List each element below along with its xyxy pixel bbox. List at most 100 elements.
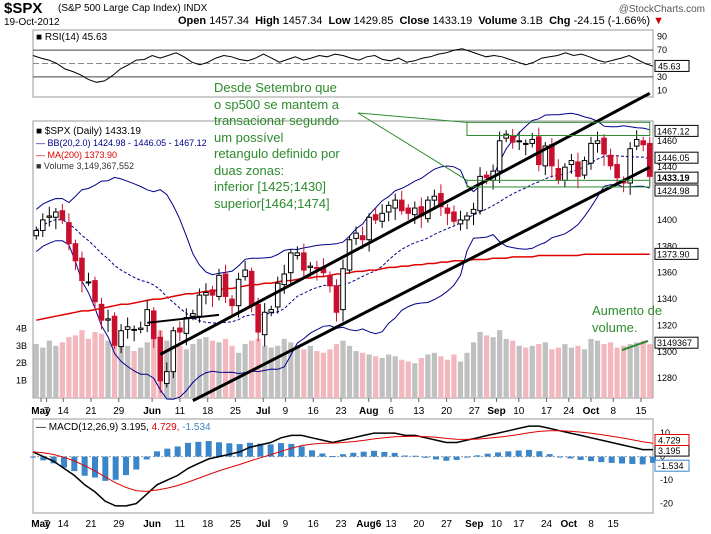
macd-histogram-bar: [381, 451, 388, 457]
macd-histogram-bar: [371, 450, 377, 457]
macd-histogram-bar: [526, 449, 532, 457]
volume-bar: [131, 351, 137, 398]
macd-legend-name: — MACD(12,26,9): [36, 422, 121, 433]
macd-histogram-bar: [629, 456, 636, 465]
down-arrow-icon: ▼: [653, 15, 664, 27]
volume-bar: [111, 335, 118, 398]
macd-histogram-bar: [154, 451, 160, 457]
candle-body: [340, 268, 346, 311]
candle-body: [594, 140, 601, 144]
candle-body: [209, 289, 216, 296]
price-tick-label: 1440: [657, 162, 677, 172]
annotation-main: Desde Setembro que o sp500 se mantem a t…: [214, 80, 340, 212]
price-label-box: [654, 151, 699, 164]
candle-body: [496, 140, 503, 172]
volume-bar: [151, 338, 157, 398]
volume-bar: [222, 338, 229, 398]
volume-bar: [190, 344, 196, 398]
volume-bar: [209, 340, 216, 398]
volume-bar: [340, 340, 346, 398]
candle-body: [601, 137, 607, 155]
candle-body: [555, 167, 562, 181]
annotation-pointer: [357, 112, 468, 181]
volume-bar: [275, 345, 281, 398]
price-x-label: 29: [113, 406, 125, 417]
macd-x-label: 14: [58, 519, 70, 530]
volume-bar: [581, 349, 588, 398]
candle-body: [229, 298, 235, 307]
candle-body: [118, 330, 124, 348]
volume-bar: [529, 345, 535, 398]
candle-body: [235, 278, 242, 307]
candle-body: [137, 327, 144, 330]
macd-x-label: 15: [608, 519, 620, 530]
candle-body: [562, 166, 568, 181]
bb-lower: [35, 184, 650, 400]
macd-x-label: 29: [113, 519, 125, 530]
volume-bar: [457, 361, 464, 398]
macd-histogram-bar: [71, 456, 78, 472]
macd-histogram-bar: [650, 456, 656, 463]
macd-histogram-bar: [422, 456, 429, 458]
price-last-label: 1467.12: [657, 126, 690, 136]
candle-body: [40, 219, 46, 231]
bb-upper: [35, 112, 650, 276]
volume-bar: [366, 354, 372, 398]
macd-last-value: 4.729: [658, 435, 681, 445]
volume-bar: [614, 347, 620, 398]
annotation-volume: Aumento de volume.: [592, 303, 662, 336]
candle-body: [111, 315, 118, 346]
macd-histogram-bar: [236, 444, 243, 457]
volume-bar: [640, 340, 646, 398]
volume-bar: [288, 342, 294, 398]
candle-body: [255, 303, 261, 333]
volume-bar: [503, 338, 509, 398]
price-x-label: 17: [541, 406, 553, 417]
upper-zone-rect: [466, 121, 651, 137]
volume-bar: [516, 345, 522, 398]
macd-x-label: Aug6: [356, 519, 381, 530]
volume-bar: [621, 345, 627, 398]
macd-histogram-bar: [102, 456, 109, 481]
volume-bar: [53, 345, 59, 398]
price-label-box: [654, 171, 699, 184]
macd-histogram-bar: [319, 453, 326, 457]
price-last-label: 1424.98: [657, 186, 690, 196]
price-x-label: 18: [202, 406, 214, 417]
volume-bar: [46, 340, 52, 398]
volume-bar: [301, 349, 307, 398]
volume-bar: [399, 359, 405, 398]
high-label: High: [255, 15, 280, 27]
chg-value: -24.15 (-1.66%): [573, 15, 650, 27]
macd-x-label: 23: [335, 519, 347, 530]
candle-body: [164, 371, 170, 384]
volume-bar: [40, 347, 46, 398]
candle-body: [385, 204, 392, 213]
annotation-line: transacionar segundo: [214, 113, 340, 128]
high-value: 1457.34: [282, 15, 323, 27]
rsi-tick-label: 70: [657, 45, 667, 55]
volume-value: 3.1B: [520, 15, 543, 27]
annotation-line: o sp500 se mantem a: [214, 96, 340, 112]
volume-tick-label: 3B: [16, 341, 27, 351]
candle-body: [640, 140, 646, 146]
candle-body: [353, 232, 359, 239]
open-label: Open: [178, 15, 207, 27]
macd-line: [32, 425, 653, 507]
macd-x-label: Jul: [256, 519, 271, 530]
volume-tick-label: 1B: [16, 376, 27, 386]
volume-bar: [98, 333, 105, 398]
candle-body: [333, 285, 340, 313]
annotation-line: Aumento de: [592, 303, 663, 318]
volume-bar: [235, 352, 242, 398]
candle-body: [509, 135, 516, 143]
candle-body: [646, 142, 653, 177]
price-tick-label: 1340: [657, 294, 677, 304]
candle-body: [66, 222, 72, 245]
macd-histogram-bar: [195, 441, 202, 457]
macd-histogram-bar: [298, 446, 305, 457]
rsi-value-box: [654, 59, 690, 72]
candle-body: [150, 310, 157, 340]
price-x-label: Jun: [143, 406, 161, 417]
volume-bar: [386, 354, 392, 398]
